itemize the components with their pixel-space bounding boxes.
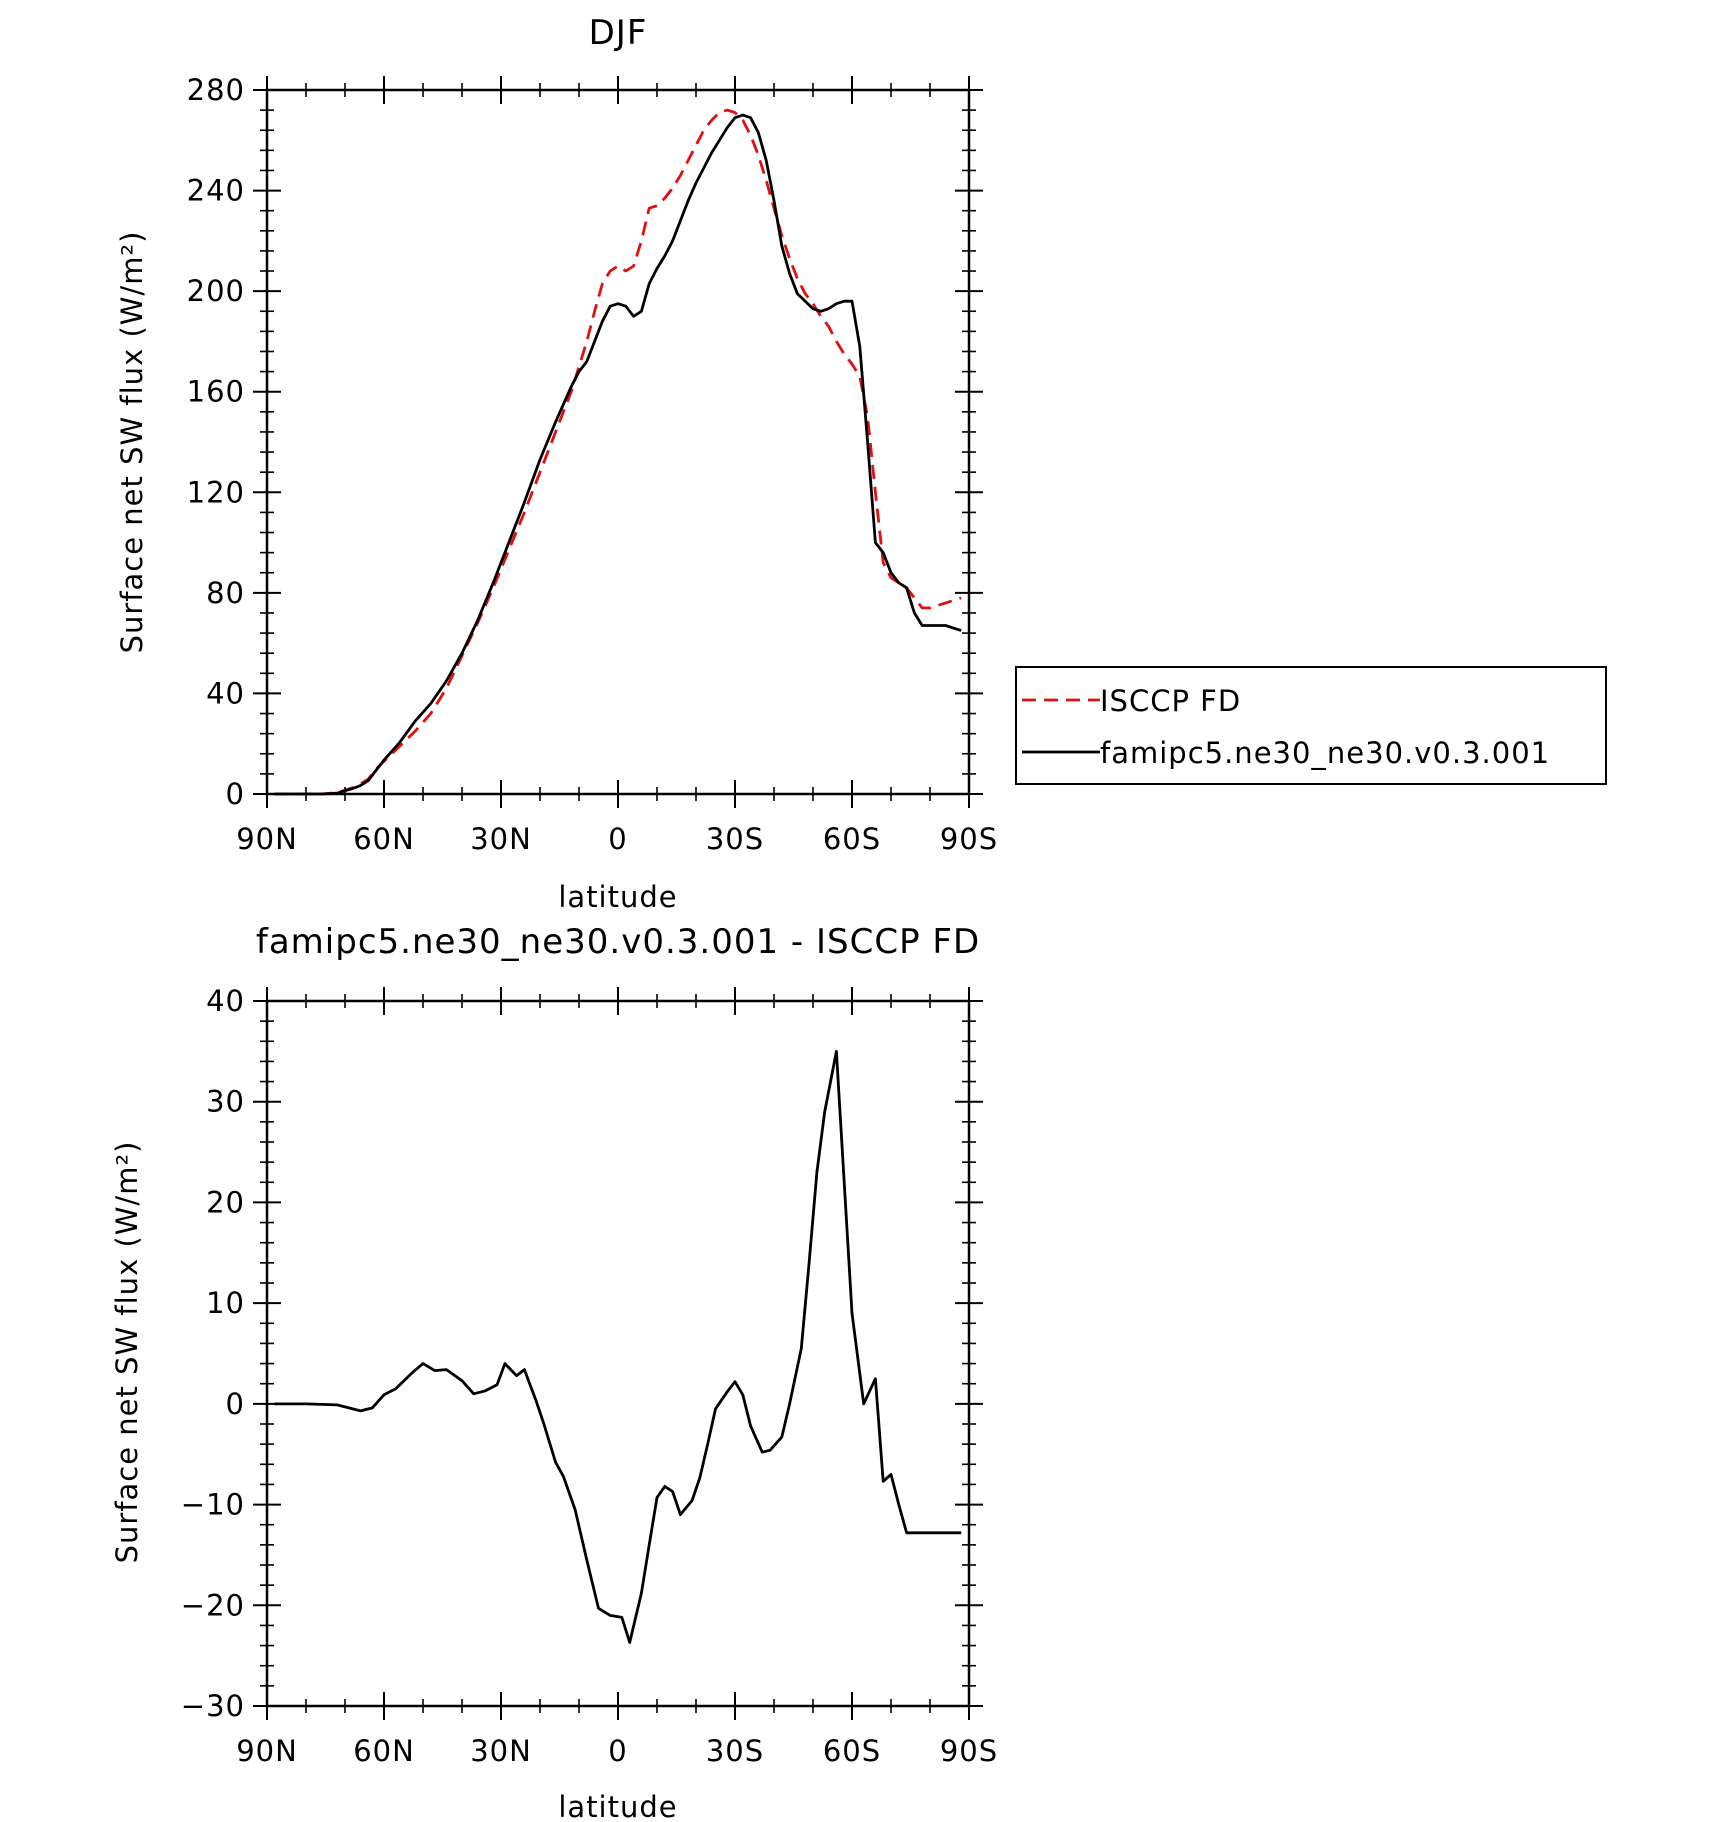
y-tick-label: 20 bbox=[206, 1185, 245, 1219]
series-group bbox=[274, 1050, 962, 1644]
x-axis-label: latitude bbox=[558, 880, 677, 914]
x-tick-label: 30S bbox=[706, 1734, 764, 1768]
y-axis-label: Surface net SW flux (W/m²) bbox=[115, 231, 149, 654]
y-tick-label: 160 bbox=[187, 375, 245, 409]
x-tick-label: 60S bbox=[823, 822, 881, 856]
y-tick-label: 0 bbox=[226, 777, 245, 811]
y-tick-label: −10 bbox=[181, 1488, 245, 1522]
x-tick-label: 60S bbox=[823, 1734, 881, 1768]
legend-label-isccp: ISCCP FD bbox=[1100, 684, 1241, 718]
tick-marks bbox=[253, 987, 983, 1720]
x-tick-label: 90S bbox=[940, 822, 998, 856]
y-tick-label: −30 bbox=[181, 1689, 245, 1723]
x-tick-label: 30N bbox=[470, 1734, 532, 1768]
chart-title: famipc5.ne30_ne30.v0.3.001 - ISCCP FD bbox=[256, 922, 980, 962]
y-tick-label: 120 bbox=[187, 475, 245, 509]
tick-labels: −30 −20 −10 0 10 20 30 40 90N 60N 30N 0 30S 60S 90S bbox=[181, 984, 998, 1768]
legend-label-model: famipc5.ne30_ne30.v0.3.001 bbox=[1100, 736, 1550, 770]
chart-difference: famipc5.ne30_ne30.v0.3.001 - ISCCP FD −3… bbox=[110, 922, 998, 1822]
y-tick-label: 80 bbox=[206, 576, 245, 610]
series-group bbox=[274, 108, 962, 796]
x-tick-label: 60N bbox=[353, 822, 415, 856]
y-tick-label: 30 bbox=[206, 1085, 245, 1119]
x-tick-label: 30N bbox=[470, 822, 532, 856]
x-tick-label: 0 bbox=[608, 822, 627, 856]
x-tick-label: 90N bbox=[236, 1734, 298, 1768]
y-tick-label: 280 bbox=[187, 73, 245, 107]
y-tick-label: 40 bbox=[206, 676, 245, 710]
series-line-1 bbox=[274, 113, 962, 796]
y-tick-label: 0 bbox=[226, 1387, 245, 1421]
series-line-0 bbox=[274, 108, 962, 796]
series-line-0 bbox=[274, 1050, 962, 1644]
legend-box bbox=[1015, 666, 1607, 785]
y-tick-label: 10 bbox=[206, 1286, 245, 1320]
plot-frame bbox=[265, 999, 971, 1708]
y-tick-label: 240 bbox=[187, 174, 245, 208]
x-tick-label: 90S bbox=[940, 1734, 998, 1768]
y-tick-label: 200 bbox=[187, 274, 245, 308]
x-tick-label: 0 bbox=[608, 1734, 627, 1768]
tick-marks bbox=[253, 76, 983, 808]
x-axis-label: latitude bbox=[558, 1790, 677, 1822]
x-tick-label: 60N bbox=[353, 1734, 415, 1768]
chart-djf: DJF 0 40 80 120 160 200 240 280 90N 60N 30N 0 30S 60S… bbox=[115, 13, 1607, 914]
x-tick-label: 90N bbox=[236, 822, 298, 856]
y-axis-label: Surface net SW flux (W/m²) bbox=[110, 1141, 144, 1564]
plot-frame bbox=[265, 88, 971, 796]
chart-title: DJF bbox=[589, 13, 648, 53]
y-tick-label: 40 bbox=[206, 984, 245, 1018]
x-tick-label: 30S bbox=[706, 822, 764, 856]
legend: ISCCP FD famipc5.ne30_ne30.v0.3.001 bbox=[1015, 666, 1607, 785]
tick-labels: 0 40 80 120 160 200 240 280 90N 60N 30N 0 30S 60S 90S bbox=[187, 73, 998, 856]
y-tick-label: −20 bbox=[181, 1588, 245, 1622]
